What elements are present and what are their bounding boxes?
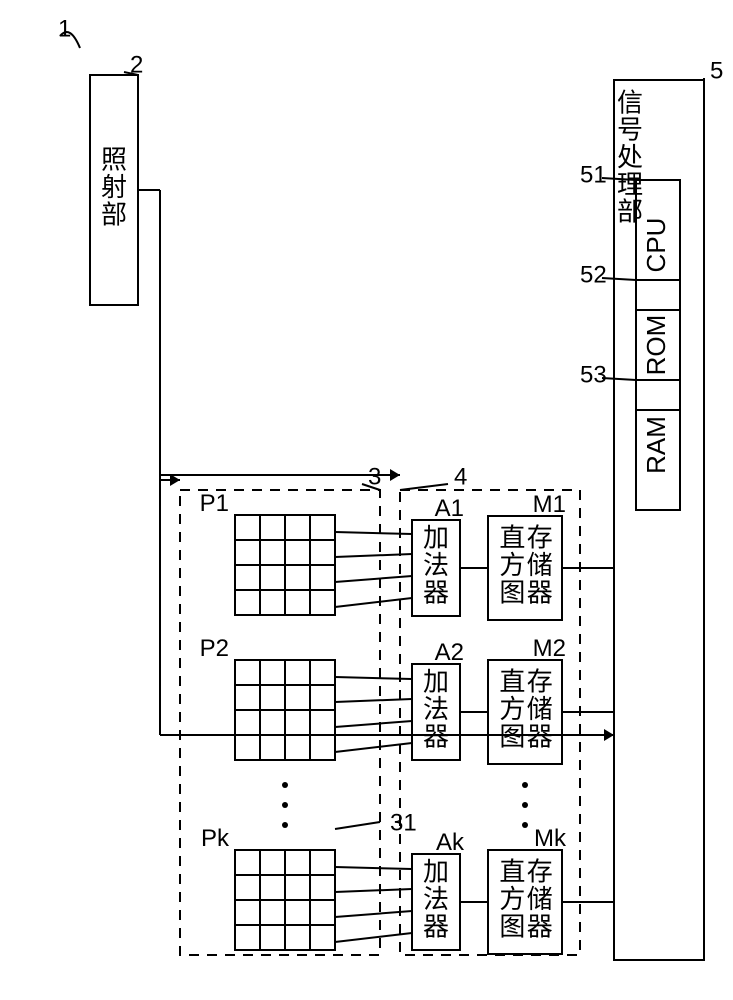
- svg-text:2: 2: [130, 51, 143, 78]
- svg-text:RAM: RAM: [641, 416, 671, 474]
- svg-text:Mk: Mk: [534, 825, 567, 852]
- svg-text:号: 号: [617, 116, 643, 145]
- svg-text:法: 法: [423, 551, 449, 580]
- svg-text:方: 方: [499, 551, 525, 580]
- svg-text:CPU: CPU: [641, 218, 671, 273]
- svg-text:1: 1: [58, 15, 71, 42]
- svg-text:理: 理: [617, 170, 643, 199]
- svg-text:图: 图: [499, 722, 525, 751]
- svg-text:照: 照: [101, 146, 127, 175]
- svg-text:P1: P1: [200, 490, 229, 517]
- svg-text:加: 加: [423, 668, 449, 697]
- svg-text:部: 部: [617, 198, 643, 227]
- svg-text:直: 直: [499, 858, 525, 887]
- svg-text:图: 图: [499, 578, 525, 607]
- pixel-group-box: [180, 490, 380, 955]
- svg-text:ROM: ROM: [641, 315, 671, 376]
- svg-text:3: 3: [368, 463, 381, 490]
- svg-text:加: 加: [423, 858, 449, 887]
- svg-text:法: 法: [423, 885, 449, 914]
- svg-text:52: 52: [580, 261, 607, 288]
- svg-text:M1: M1: [533, 491, 566, 518]
- svg-text:器: 器: [423, 722, 449, 751]
- svg-text:Ak: Ak: [436, 829, 465, 856]
- svg-text:直: 直: [499, 524, 525, 553]
- svg-text:31: 31: [390, 809, 417, 836]
- svg-text:储: 储: [527, 695, 553, 724]
- svg-text:器: 器: [527, 722, 553, 751]
- svg-text:加: 加: [423, 524, 449, 553]
- svg-text:信: 信: [617, 88, 643, 117]
- svg-text:射: 射: [101, 173, 127, 202]
- svg-text:方: 方: [499, 695, 525, 724]
- svg-text:处: 处: [617, 143, 643, 172]
- svg-text:部: 部: [101, 200, 127, 229]
- svg-text:存: 存: [527, 524, 553, 553]
- svg-text:A1: A1: [435, 495, 464, 522]
- svg-text:P2: P2: [200, 635, 229, 662]
- svg-text:5: 5: [710, 57, 723, 84]
- svg-text:51: 51: [580, 161, 607, 188]
- svg-text:储: 储: [527, 551, 553, 580]
- svg-text:器: 器: [423, 578, 449, 607]
- svg-text:器: 器: [423, 912, 449, 941]
- svg-text:4: 4: [454, 463, 467, 490]
- svg-text:Pk: Pk: [201, 825, 230, 852]
- svg-text:存: 存: [527, 668, 553, 697]
- svg-text:法: 法: [423, 695, 449, 724]
- svg-text:器: 器: [527, 578, 553, 607]
- svg-text:A2: A2: [435, 639, 464, 666]
- svg-text:器: 器: [527, 912, 553, 941]
- svg-text:M2: M2: [533, 635, 566, 662]
- svg-text:53: 53: [580, 361, 607, 388]
- svg-text:直: 直: [499, 668, 525, 697]
- svg-text:存: 存: [527, 858, 553, 887]
- svg-text:方: 方: [499, 885, 525, 914]
- svg-text:储: 储: [527, 885, 553, 914]
- svg-text:图: 图: [499, 912, 525, 941]
